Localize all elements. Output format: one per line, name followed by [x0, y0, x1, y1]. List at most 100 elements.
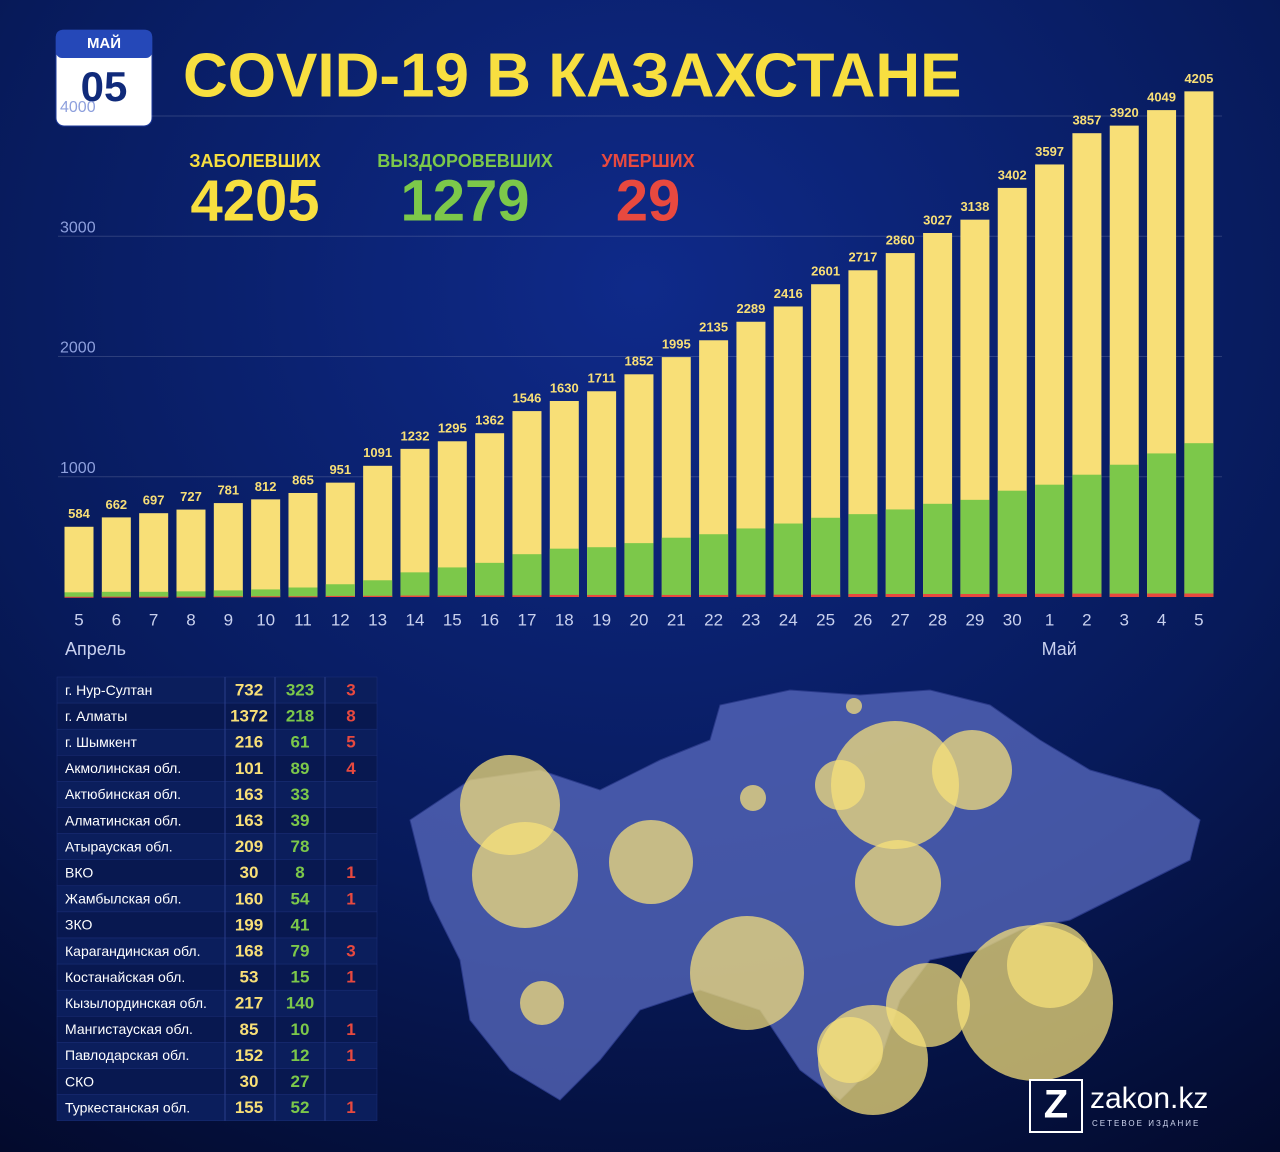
bar — [64, 526, 94, 597]
x-tick-label: 17 — [517, 610, 536, 629]
table-cell-number: 53 — [240, 968, 259, 987]
bar — [213, 596, 243, 598]
bar — [475, 562, 505, 597]
value-label: 781 — [217, 483, 239, 498]
bar — [101, 591, 131, 597]
value-label: 584 — [68, 506, 90, 521]
value-label: 1362 — [475, 413, 504, 428]
table-cell-number: 8 — [346, 707, 355, 726]
x-tick-label: 7 — [149, 610, 158, 629]
table-cell-number: 209 — [235, 837, 263, 856]
badge-month: МАЙ — [87, 34, 121, 52]
y-tick-label: 4000 — [60, 99, 96, 116]
table-row — [56, 781, 378, 808]
x-tick-label: 6 — [112, 610, 121, 629]
value-label: 2860 — [886, 233, 915, 248]
table-row — [56, 702, 378, 730]
bar — [587, 594, 617, 597]
x-tick-label: 5 — [74, 610, 83, 629]
table-cell-number: 1 — [346, 863, 355, 882]
table-cell-number: 218 — [286, 707, 314, 726]
bar — [101, 596, 131, 598]
bar — [251, 499, 281, 597]
table-cell-region: Акмолинская обл. — [65, 760, 181, 776]
table-cell-number: 3 — [346, 942, 355, 961]
bar — [960, 499, 990, 597]
month-label: Май — [1042, 639, 1077, 659]
bar — [736, 594, 766, 597]
stat-value: 1279 — [400, 168, 529, 233]
table-cell-number: 323 — [286, 681, 314, 700]
bar — [811, 594, 841, 597]
table-cell-region: г. Нур-Султан — [65, 682, 152, 698]
x-tick-label: 11 — [294, 610, 312, 629]
value-label: 1546 — [512, 391, 541, 406]
table-cell-region: Кызылординская обл. — [65, 995, 207, 1011]
x-tick-label: 22 — [704, 610, 723, 629]
table-cell-number: 155 — [235, 1098, 263, 1117]
value-label: 4049 — [1147, 90, 1176, 105]
bar — [1109, 464, 1139, 597]
bar — [773, 523, 803, 597]
value-label: 1711 — [588, 371, 616, 386]
table-cell-region: Атырауская обл. — [65, 838, 173, 854]
table-cell-region: Карагандинская обл. — [65, 943, 200, 959]
badge-day: 05 — [81, 63, 128, 110]
x-tick-label: 10 — [256, 610, 275, 629]
table-row — [56, 1042, 378, 1069]
bar — [139, 596, 169, 598]
table-row — [56, 728, 378, 756]
table-cell-number: 1 — [346, 1098, 355, 1117]
bar — [1072, 593, 1102, 597]
table-cell-number: 1 — [346, 968, 355, 987]
bar — [176, 591, 206, 597]
table-cell-number: 163 — [235, 811, 263, 830]
table: г. Нур-Султан 732 323 3 г. Алматы 1372 218 8 г. … — [56, 676, 378, 1121]
table-cell-number: 85 — [240, 1020, 259, 1039]
table-cell-number: 52 — [291, 1098, 310, 1117]
stat-label: УМЕРШИХ — [601, 151, 694, 171]
bar — [885, 509, 915, 597]
bar — [848, 593, 878, 597]
table-cell-number: 89 — [291, 759, 310, 778]
value-label: 3402 — [998, 167, 1027, 182]
x-tick-label: 9 — [224, 610, 233, 629]
x-tick-label: 25 — [816, 610, 835, 629]
table-row — [56, 911, 378, 939]
table-cell-number: 79 — [291, 942, 310, 961]
table-cell-region: Алматинская обл. — [65, 812, 182, 828]
bar — [64, 596, 94, 598]
y-tick-label: 1000 — [60, 460, 96, 477]
value-label: 3920 — [1110, 105, 1139, 120]
table-cell-region: Туркестанская обл. — [65, 1099, 190, 1115]
table-cell-number: 3 — [346, 681, 355, 700]
value-label: 2601 — [811, 264, 840, 279]
bar — [848, 514, 878, 597]
table-cell-number: 163 — [235, 785, 263, 804]
bar — [699, 594, 729, 597]
x-tick-label: 16 — [480, 610, 499, 629]
table-cell-number: 8 — [295, 863, 304, 882]
bar — [512, 554, 542, 597]
bar — [1147, 453, 1177, 597]
bar — [549, 594, 579, 597]
title: COVID-19 В КАЗАХСТАНЕ — [183, 41, 962, 110]
bar — [363, 595, 393, 597]
bar — [139, 591, 169, 597]
x-tick-label: 8 — [186, 610, 195, 629]
bar — [1184, 593, 1214, 597]
bar — [363, 580, 393, 597]
table-cell-number: 27 — [291, 1072, 310, 1091]
table-cell-number: 199 — [235, 915, 263, 934]
table-cell-number: 61 — [291, 733, 310, 752]
map — [409, 689, 1201, 1115]
table-cell-region: Мангистауская обл. — [65, 1021, 193, 1037]
x-tick-label: 24 — [779, 610, 798, 629]
logo-tagline: СЕТЕВОЕ ИЗДАНИЕ — [1092, 1119, 1200, 1128]
table-cell-number: 140 — [286, 994, 314, 1013]
table-cell-region: Костанайская обл. — [65, 969, 185, 985]
value-label: 1091 — [363, 445, 392, 460]
table-cell-number: 78 — [291, 837, 310, 856]
bar — [773, 594, 803, 597]
x-tick-label: 18 — [555, 610, 574, 629]
